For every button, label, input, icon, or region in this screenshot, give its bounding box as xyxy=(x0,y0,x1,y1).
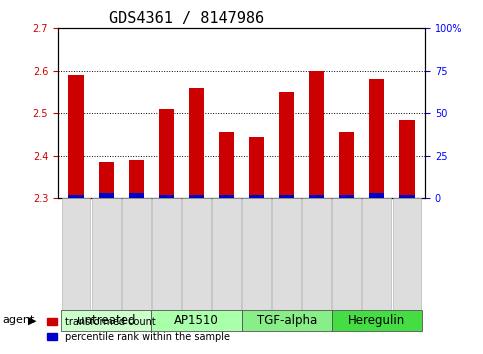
Bar xyxy=(128,160,144,198)
Bar xyxy=(69,195,84,198)
Bar xyxy=(219,195,234,198)
Bar xyxy=(339,132,355,198)
Bar xyxy=(279,92,294,198)
Bar xyxy=(159,195,174,198)
Text: AP1510: AP1510 xyxy=(174,314,219,327)
Bar xyxy=(339,195,355,198)
Bar xyxy=(279,195,294,198)
Text: GDS4361 / 8147986: GDS4361 / 8147986 xyxy=(109,11,264,25)
Bar xyxy=(369,79,384,198)
Text: Heregulin: Heregulin xyxy=(348,314,406,327)
Bar xyxy=(189,195,204,198)
Bar xyxy=(309,71,324,198)
Text: untreated: untreated xyxy=(77,314,135,327)
Bar xyxy=(159,109,174,198)
Bar xyxy=(189,88,204,198)
Bar xyxy=(99,193,114,198)
Text: ▶: ▶ xyxy=(28,315,37,325)
Bar xyxy=(219,132,234,198)
Bar xyxy=(249,137,264,198)
Bar xyxy=(128,193,144,198)
Bar xyxy=(69,75,84,198)
Text: agent: agent xyxy=(2,315,35,325)
Bar xyxy=(249,195,264,198)
Legend: transformed count, percentile rank within the sample: transformed count, percentile rank withi… xyxy=(43,313,234,346)
Text: TGF-alpha: TGF-alpha xyxy=(256,314,317,327)
Bar xyxy=(309,195,324,198)
Bar xyxy=(399,195,414,198)
Bar xyxy=(399,120,414,198)
Bar xyxy=(99,162,114,198)
Bar xyxy=(369,193,384,198)
